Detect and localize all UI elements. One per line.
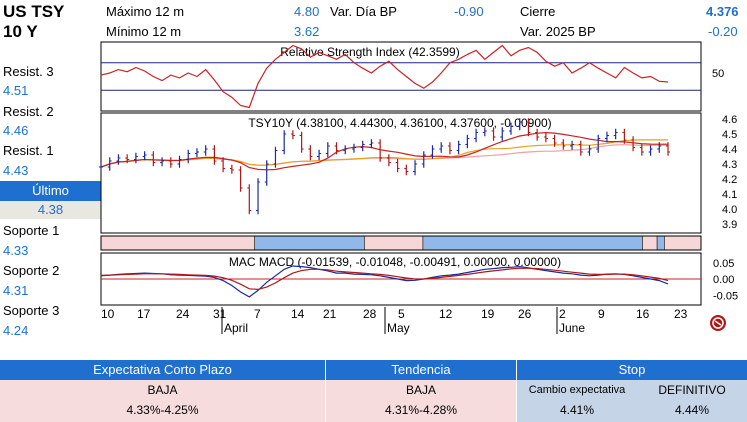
macd-tick-label: 0.05 <box>713 258 734 270</box>
x-month-label: April <box>224 321 248 335</box>
x-month-label: June <box>559 321 585 335</box>
soporte3-label: Soporte 3 <box>3 303 60 318</box>
col2-range: 4.31%-4.28% <box>384 403 458 417</box>
max12-label: Máximo 12 m <box>106 4 185 19</box>
price-title: TSY10Y (4.38100, 4.44300, 4.36100, 4.376… <box>248 116 551 130</box>
soporte2-value: 4.31 <box>3 283 29 298</box>
col3-sub2-value: 4.44% <box>674 403 710 417</box>
var-dia-value: -0.90 <box>454 4 484 19</box>
col1-body: BAJA 4.33%-4.25% <box>0 380 325 422</box>
var-2025-label: Var. 2025 BP <box>520 24 596 39</box>
var-dia-label: Var. Día BP <box>330 4 397 19</box>
price-tick-label: 4.3 <box>722 159 737 171</box>
chart-area: Relative Strength Index (42.3599) 50 TSY… <box>99 41 738 335</box>
col1-header: Expectativa Corto Plazo <box>0 360 325 380</box>
ultimo-label: Último <box>0 181 101 201</box>
col3-sub1-value: 4.41% <box>559 403 595 417</box>
x-tick-label: 9 <box>598 307 605 321</box>
col2-header: Tendencia <box>326 360 516 380</box>
ticker-line-2: 10 Y <box>3 22 38 41</box>
cierre-label: Cierre <box>520 4 556 19</box>
price-tick-label: 4.6 <box>722 114 737 126</box>
price-tick-label: 4.4 <box>722 144 737 156</box>
min12-value: 3.62 <box>294 24 320 39</box>
ticker-line-1: US TSY <box>3 2 65 21</box>
x-tick-label: 2 <box>559 307 566 321</box>
price-tick-label: 4.5 <box>722 129 737 141</box>
col3-sub2-label: DEFINITIVO <box>658 383 726 397</box>
resist3-label: Resist. 3 <box>3 64 54 79</box>
var-2025-value: -0.20 <box>708 24 738 39</box>
resist1-value: 4.43 <box>3 163 29 178</box>
trend-segment <box>656 235 665 251</box>
col1-trend: BAJA <box>147 383 178 397</box>
x-tick-label: 10 <box>101 307 115 321</box>
col3-header: Stop <box>517 360 747 380</box>
trend-band <box>100 235 702 251</box>
macd-tick-label: 0.00 <box>713 274 734 286</box>
price-ma-pink-line <box>100 144 668 168</box>
trend-segment <box>422 235 643 251</box>
x-tick-label: 7 <box>254 307 261 321</box>
resist3-value: 4.51 <box>3 83 29 98</box>
rsi-line <box>100 44 669 109</box>
macd-panel: MAC MACD (-0.01539, -0.01048, -0.00491, … <box>100 252 738 306</box>
trend-segment <box>100 235 255 251</box>
col2-trend: BAJA <box>405 383 436 397</box>
trend-segment <box>364 235 424 251</box>
col3-sub1-label: Cambio expectativa <box>528 384 626 396</box>
x-tick-label: 24 <box>176 307 190 321</box>
price-panel: TSY10Y (4.38100, 4.44300, 4.36100, 4.376… <box>99 112 737 234</box>
soporte1-label: Soporte 1 <box>3 223 60 238</box>
ultimo-value: 4.38 <box>0 201 101 219</box>
soporte1-value: 4.33 <box>3 243 29 258</box>
resist1-label: Resist. 1 <box>3 143 54 158</box>
price-tick-label: 4.2 <box>722 174 737 186</box>
x-tick-label: 26 <box>518 307 532 321</box>
soporte2-label: Soporte 2 <box>3 263 60 278</box>
col1-range: 4.33%-4.25% <box>126 403 199 417</box>
col2-body: BAJA 4.31%-4.28% <box>326 380 516 422</box>
x-tick-label: 19 <box>481 307 495 321</box>
trend-segment <box>254 235 365 251</box>
macd-title: MAC MACD (-0.01539, -0.01048, -0.00491, … <box>229 255 561 269</box>
x-tick-label: 17 <box>137 307 151 321</box>
x-tick-label: 12 <box>439 307 453 321</box>
macd-tick-label: -0.05 <box>713 290 738 302</box>
col3-sub1: Cambio expectativa 4.41% <box>517 380 637 422</box>
price-tick-label: 4.0 <box>722 204 737 216</box>
resist2-value: 4.46 <box>3 123 29 138</box>
price-ma-short-line <box>100 131 668 171</box>
macd-series-line-1 <box>100 265 669 298</box>
x-tick-label: 14 <box>291 307 305 321</box>
min12-label: Mínimo 12 m <box>106 24 182 39</box>
x-tick-label: 5 <box>398 307 405 321</box>
trend-segment <box>642 235 658 251</box>
x-month-label: May <box>387 321 410 335</box>
x-tick-label: 23 <box>674 307 688 321</box>
price-frame <box>100 112 702 234</box>
price-ma-long-line <box>100 139 668 168</box>
rsi-tick-label: 50 <box>712 68 724 80</box>
x-tick-label: 21 <box>323 307 337 321</box>
x-tick-label: 28 <box>363 307 377 321</box>
x-tick-label: 16 <box>636 307 650 321</box>
trend-frame <box>100 235 702 251</box>
max12-value: 4.80 <box>294 4 320 19</box>
rsi-title: Relative Strength Index (42.3599) <box>280 45 459 59</box>
rsi-frame <box>100 41 702 112</box>
forecast-table: Expectativa Corto Plazo Tendencia Stop B… <box>0 360 747 422</box>
cierre-value: 4.376 <box>706 4 739 19</box>
col3-sub2: DEFINITIVO 4.44% <box>637 380 747 422</box>
x-axis: 10 17 24 31 7 14 21 28 5 12 19 26 2 9 16 23 April May June <box>101 307 688 335</box>
logo-icon <box>710 315 726 331</box>
price-tick-label: 4.1 <box>722 189 737 201</box>
x-tick-label: 31 <box>213 307 227 321</box>
resist2-label: Resist. 2 <box>3 104 54 119</box>
trend-segment <box>664 235 702 251</box>
price-tick-label: 3.9 <box>722 219 737 231</box>
macd-series-line-2 <box>100 267 669 291</box>
soporte3-value: 4.24 <box>3 323 29 338</box>
rsi-panel: Relative Strength Index (42.3599) 50 <box>100 41 724 112</box>
